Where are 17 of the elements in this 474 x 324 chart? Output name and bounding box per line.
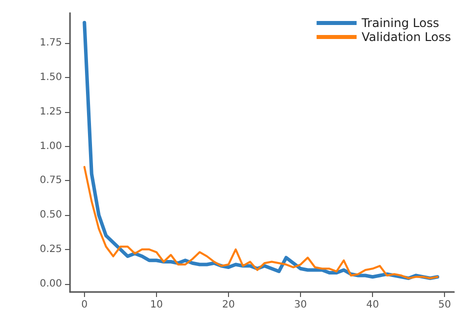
x-tick-label: 40 — [366, 300, 379, 310]
y-tick-label: 1.75 — [40, 38, 62, 49]
legend-label: Validation Loss — [362, 30, 451, 44]
y-tick-label: 1.25 — [40, 106, 62, 118]
x-tick-label: 30 — [294, 300, 307, 310]
x-tick-label: 50 — [438, 300, 451, 310]
y-tick-label: 0.00 — [40, 278, 62, 290]
x-tick-label: 0 — [81, 300, 88, 310]
x-tick-label: 20 — [222, 300, 235, 310]
y-tick-label: 1.50 — [40, 72, 62, 84]
y-tick-label: 0.75 — [40, 175, 62, 186]
y-tick-label: 1.00 — [40, 140, 62, 152]
line-series — [83, 166, 438, 280]
y-tick-label: 0.50 — [40, 210, 62, 221]
y-tick-label: 0.25 — [40, 244, 62, 255]
x-tick-label: 10 — [150, 300, 163, 310]
legend-label: Training Loss — [360, 16, 440, 30]
